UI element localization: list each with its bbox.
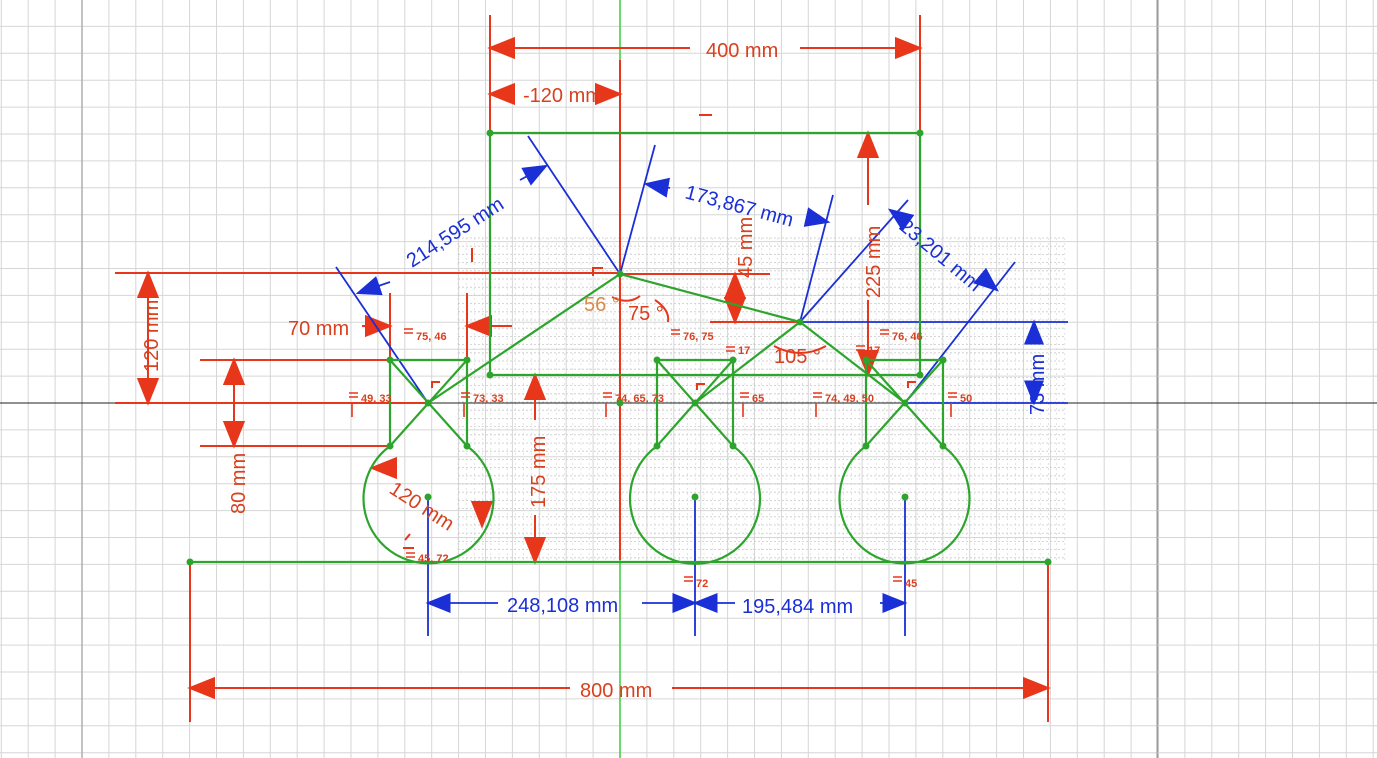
dim-800: 800 mm	[580, 680, 652, 702]
tag-45: 45	[905, 578, 917, 590]
sketch-point[interactable]	[901, 399, 909, 407]
dim-80: 80 mm	[228, 453, 250, 514]
dim-175: 175 mm	[528, 436, 550, 508]
sketch-point[interactable]	[386, 442, 394, 450]
sketch-point[interactable]	[729, 356, 737, 364]
sketch-points[interactable]	[186, 129, 1052, 566]
sketch-point[interactable]	[616, 399, 624, 407]
dim-73: 73 mm	[1027, 354, 1049, 415]
dim-195: 195,484 mm	[742, 596, 853, 618]
tag-74-49-50: 74, 49, 50	[825, 393, 874, 405]
angle-56: 56 °	[584, 294, 620, 316]
dim-120-radius: 120 mm	[385, 478, 458, 536]
sketch-point[interactable]	[186, 558, 194, 566]
sketch-point[interactable]	[486, 129, 494, 137]
sketch-point[interactable]	[939, 356, 947, 364]
dim-248: 248,108 mm	[507, 595, 618, 617]
sketch-point[interactable]	[901, 493, 909, 501]
tag-72: 72	[696, 578, 708, 590]
tag-17-b: 17	[868, 345, 880, 357]
tag-45-72: 45, 72	[418, 553, 449, 565]
dim-23: 23,201 mm	[895, 215, 986, 296]
sketch-point[interactable]	[729, 442, 737, 450]
sketch-point[interactable]	[796, 318, 804, 326]
sketch-point[interactable]	[463, 356, 471, 364]
tag-75-46: 75, 46	[416, 331, 447, 343]
tag-17-a: 17	[738, 345, 750, 357]
dim-120-vertical: 120 mm	[141, 300, 163, 372]
dimension-labels: 400 mm -120 mm 214,595 mm 173,867 mm 45 …	[141, 40, 1049, 702]
dim-214: 214,595 mm	[403, 193, 508, 272]
sketch-point[interactable]	[1044, 558, 1052, 566]
constraint-tag-labels: 75, 46 76, 75 17 17 76, 46 49, 33 73, 33…	[361, 331, 972, 590]
sketch-point[interactable]	[653, 356, 661, 364]
driving-dimensions	[115, 15, 1051, 722]
sketch-point[interactable]	[486, 371, 494, 379]
dim-70: 70 mm	[288, 318, 349, 340]
sketch-point[interactable]	[862, 442, 870, 450]
tag-76-46: 76, 46	[892, 331, 923, 343]
tag-74-65-73: 74, 65, 73	[615, 393, 664, 405]
sketch-point[interactable]	[916, 129, 924, 137]
dim-400: 400 mm	[706, 40, 778, 62]
tag-73-33: 73, 33	[473, 393, 504, 405]
sketch-point[interactable]	[939, 442, 947, 450]
sketch-point[interactable]	[862, 356, 870, 364]
sketch-point[interactable]	[916, 371, 924, 379]
tag-65: 65	[752, 393, 764, 405]
angle-105: 105 °	[774, 346, 821, 368]
dim-45: 45 mm	[735, 217, 757, 278]
sketch-point[interactable]	[691, 399, 699, 407]
sketch-point[interactable]	[386, 356, 394, 364]
dim-neg120: -120 mm	[523, 85, 602, 107]
tag-76-75: 76, 75	[683, 331, 714, 343]
constraint-tags	[349, 328, 957, 582]
sketch-point[interactable]	[463, 442, 471, 450]
sketch-point[interactable]	[424, 493, 432, 501]
reference-dimensions	[335, 135, 1068, 636]
tag-49-33: 49, 33	[361, 393, 392, 405]
dim-225: 225 mm	[863, 226, 885, 298]
angle-75: 75 °	[628, 303, 664, 325]
tag-50: 50	[960, 393, 972, 405]
sketch-point[interactable]	[691, 493, 699, 501]
sketch-point[interactable]	[424, 399, 432, 407]
sketch-point[interactable]	[653, 442, 661, 450]
sketch-point[interactable]	[616, 270, 624, 278]
